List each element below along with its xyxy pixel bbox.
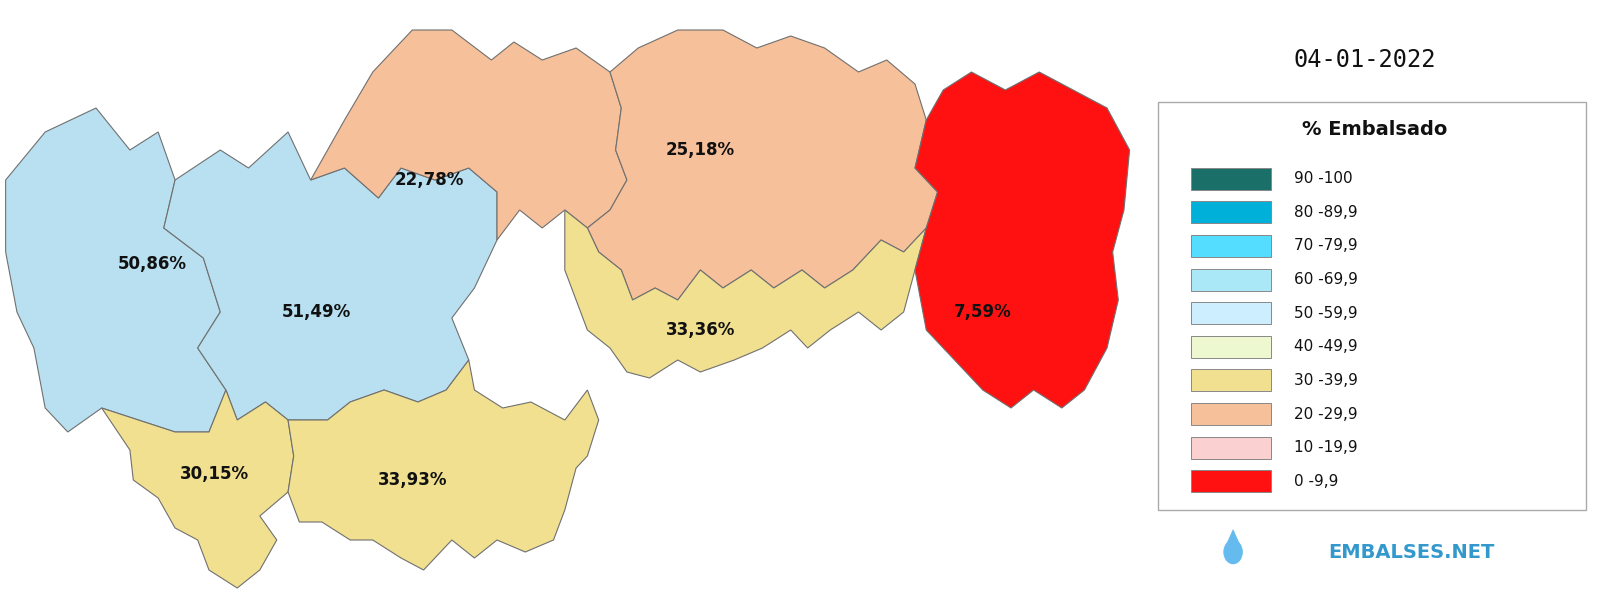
Text: 25,18%: 25,18% bbox=[666, 141, 734, 159]
Bar bbox=[1190, 202, 1270, 223]
Polygon shape bbox=[163, 132, 498, 420]
Bar bbox=[1190, 168, 1270, 190]
Text: 90 -100: 90 -100 bbox=[1294, 172, 1354, 186]
Text: 51,49%: 51,49% bbox=[282, 303, 350, 321]
Polygon shape bbox=[310, 30, 627, 240]
Polygon shape bbox=[587, 30, 938, 300]
Text: 30,15%: 30,15% bbox=[181, 465, 250, 483]
Polygon shape bbox=[288, 360, 598, 570]
Bar bbox=[1190, 470, 1270, 492]
Bar bbox=[1158, 102, 1586, 510]
Text: 33,93%: 33,93% bbox=[378, 471, 446, 489]
Text: % Embalsado: % Embalsado bbox=[1301, 120, 1446, 139]
Polygon shape bbox=[102, 390, 294, 588]
Text: 60 -69,9: 60 -69,9 bbox=[1294, 272, 1358, 287]
Bar bbox=[1190, 403, 1270, 425]
Bar bbox=[1190, 336, 1270, 358]
Text: 22,78%: 22,78% bbox=[395, 171, 464, 189]
Polygon shape bbox=[915, 72, 1130, 408]
Text: EMBALSES.NET: EMBALSES.NET bbox=[1328, 542, 1494, 562]
Bar bbox=[1190, 437, 1270, 458]
Text: 33,36%: 33,36% bbox=[666, 321, 734, 339]
Text: 10 -19,9: 10 -19,9 bbox=[1294, 440, 1358, 455]
Bar bbox=[1190, 302, 1270, 324]
Text: 20 -29,9: 20 -29,9 bbox=[1294, 407, 1358, 422]
Text: 40 -49,9: 40 -49,9 bbox=[1294, 340, 1358, 354]
Bar bbox=[1190, 269, 1270, 290]
Text: 7,59%: 7,59% bbox=[954, 303, 1011, 321]
Text: 50 -59,9: 50 -59,9 bbox=[1294, 305, 1358, 320]
Polygon shape bbox=[1227, 529, 1240, 544]
Circle shape bbox=[1224, 541, 1242, 563]
Bar bbox=[1190, 370, 1270, 391]
Text: 50,86%: 50,86% bbox=[118, 255, 187, 273]
Polygon shape bbox=[6, 108, 226, 432]
Text: 80 -89,9: 80 -89,9 bbox=[1294, 205, 1358, 220]
Bar bbox=[1190, 235, 1270, 257]
Text: 04-01-2022: 04-01-2022 bbox=[1293, 48, 1437, 72]
Text: 30 -39,9: 30 -39,9 bbox=[1294, 373, 1358, 388]
Text: 0 -9,9: 0 -9,9 bbox=[1294, 474, 1339, 489]
Text: 70 -79,9: 70 -79,9 bbox=[1294, 238, 1358, 253]
Polygon shape bbox=[565, 210, 926, 378]
